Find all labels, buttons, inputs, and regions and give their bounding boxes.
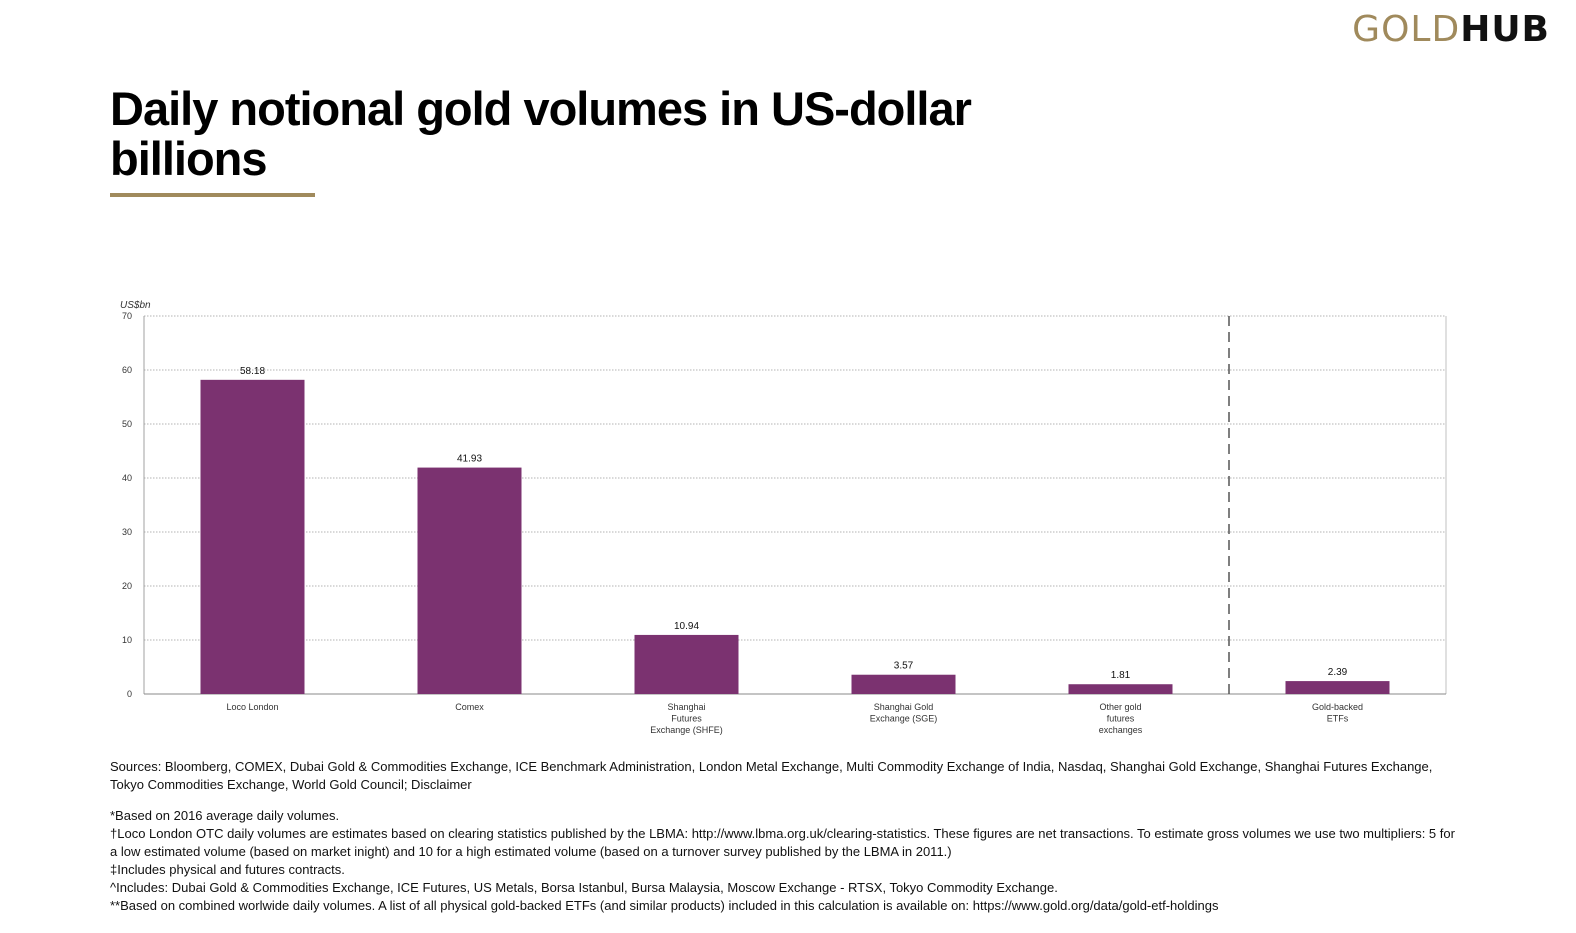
- bar-value-label: 1.81: [1111, 670, 1131, 681]
- bar: [417, 467, 522, 694]
- x-tick-label: Comex: [455, 702, 484, 712]
- y-tick-label: 10: [122, 635, 132, 645]
- y-tick-label: 30: [122, 527, 132, 537]
- x-tick-label-line: Exchange (SGE): [870, 714, 938, 724]
- page-title: Daily notional gold volumes in US-dollar…: [110, 82, 972, 185]
- footnote: ^Includes: Dubai Gold & Commodities Exch…: [110, 880, 1058, 895]
- x-tick-label-line: Gold-backed: [1312, 702, 1363, 712]
- bar: [1068, 684, 1173, 694]
- bar-value-label: 3.57: [894, 661, 914, 672]
- x-tick-label-line: futures: [1107, 714, 1135, 724]
- y-tick-label: 0: [127, 689, 132, 699]
- bar: [1285, 681, 1390, 694]
- y-axis-label: US$bn: [120, 300, 151, 311]
- bar: [851, 674, 956, 694]
- x-tick-label: Shanghai Futures Exchange (SHFE): [650, 702, 723, 735]
- bar: [634, 634, 739, 694]
- x-tick-label-line: Loco London: [226, 702, 278, 712]
- bar-chart: US$bn 0 10 20 30 40 50 60 70 58.18 Loco London 41.9…: [120, 300, 1447, 735]
- x-tick-label: Shanghai Gold Exchange (SGE): [870, 702, 938, 724]
- x-tick-label-line: Exchange (SHFE): [650, 725, 723, 735]
- x-tick-label-line: ETFs: [1327, 714, 1349, 724]
- bar-value-label: 2.39: [1328, 667, 1348, 678]
- footnote: †Loco London OTC daily volumes are estim…: [110, 826, 1455, 859]
- footnote: **Based on combined worlwide daily volum…: [110, 898, 1219, 913]
- goldhub-logo[interactable]: GOLDHUB: [1352, 10, 1550, 50]
- bar-value-label: 58.18: [240, 366, 265, 377]
- x-tick-label: Gold-backed ETFs: [1312, 702, 1363, 724]
- x-tick-label-line: Shanghai: [667, 702, 705, 712]
- footnote: ‡Includes physical and futures contracts…: [110, 862, 345, 877]
- sources-text: Sources: Bloomberg, COMEX, Dubai Gold & …: [110, 759, 1433, 792]
- x-tick-label-line: Shanghai Gold: [874, 702, 934, 712]
- x-tick-label-line: Comex: [455, 702, 484, 712]
- y-tick-label: 60: [122, 365, 132, 375]
- logo-hub-text: HUB: [1460, 9, 1550, 50]
- x-tick-label-line: exchanges: [1099, 725, 1143, 735]
- y-tick-label: 20: [122, 581, 132, 591]
- y-tick-label: 40: [122, 473, 132, 483]
- chart-notes: Sources: Bloomberg, COMEX, Dubai Gold & …: [110, 758, 1455, 915]
- logo-gold-text: GOLD: [1352, 9, 1461, 50]
- footnote: *Based on 2016 average daily volumes.: [110, 808, 340, 823]
- bar: [200, 379, 305, 694]
- bar-value-label: 10.94: [674, 621, 699, 632]
- y-tick-label: 50: [122, 419, 132, 429]
- x-tick-label: Other gold futures exchanges: [1099, 702, 1143, 735]
- x-tick-label-line: Other gold: [1099, 702, 1141, 712]
- title-underline: [110, 193, 315, 197]
- x-tick-label-line: Futures: [671, 714, 702, 724]
- y-tick-label: 70: [122, 311, 132, 321]
- bar-value-label: 41.93: [457, 454, 482, 465]
- x-tick-label: Loco London: [226, 702, 278, 712]
